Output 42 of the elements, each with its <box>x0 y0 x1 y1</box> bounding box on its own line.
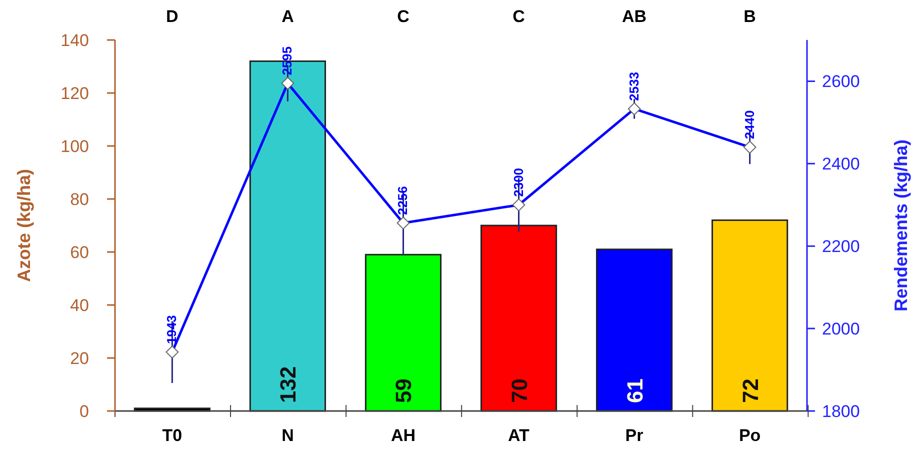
data-label: 2300 <box>510 168 526 197</box>
data-label: 59 <box>391 378 416 403</box>
x-tick-label: T0 <box>162 426 182 445</box>
y-tick-label: 0 <box>80 402 89 421</box>
y-tick-label: 40 <box>70 296 89 315</box>
data-label: 72 <box>738 378 763 403</box>
bar <box>364 254 442 412</box>
y-tick-label: 60 <box>70 243 89 262</box>
bar <box>480 224 558 412</box>
text: B <box>744 7 756 26</box>
x-tick-label: AT <box>508 426 530 445</box>
y2-tick-label: 2400 <box>822 154 860 174</box>
bar <box>712 219 788 412</box>
y-tick-label: 140 <box>60 31 89 50</box>
y2-axis-title: Rendements (kg/ha) <box>891 139 911 312</box>
y2-tick-label: 2600 <box>822 72 860 92</box>
x-tick-label: N <box>282 426 294 445</box>
bar <box>596 248 673 412</box>
y-tick-label: 100 <box>60 137 89 156</box>
y-axis-title: Azote (kg/ha) <box>14 168 34 282</box>
text: C <box>512 7 525 26</box>
y-tick-label: 20 <box>70 349 89 368</box>
data-label: 70 <box>506 378 532 403</box>
data-label: 132 <box>276 366 301 403</box>
x-tick-label: AH <box>390 426 416 445</box>
data-label: 61 <box>622 378 648 403</box>
y-tick-label: 80 <box>70 190 89 209</box>
text: A <box>282 7 294 26</box>
text: AB <box>622 7 647 26</box>
y2-tick-label: 2000 <box>822 320 860 339</box>
y2-tick-label: 1800 <box>822 402 860 421</box>
text: C <box>397 7 410 26</box>
data-label: 2533 <box>626 72 642 101</box>
y-tick-label: 120 <box>60 84 89 103</box>
text: D <box>166 7 178 26</box>
x-tick-label: Pr <box>625 426 644 445</box>
data-label: 2595 <box>280 46 295 76</box>
data-label: 2256 <box>395 186 410 216</box>
data-label: 1943 <box>164 315 180 344</box>
data-label: 2440 <box>742 110 757 140</box>
y2-tick-label: 2200 <box>822 237 860 256</box>
x-tick-label: Po <box>738 426 761 445</box>
